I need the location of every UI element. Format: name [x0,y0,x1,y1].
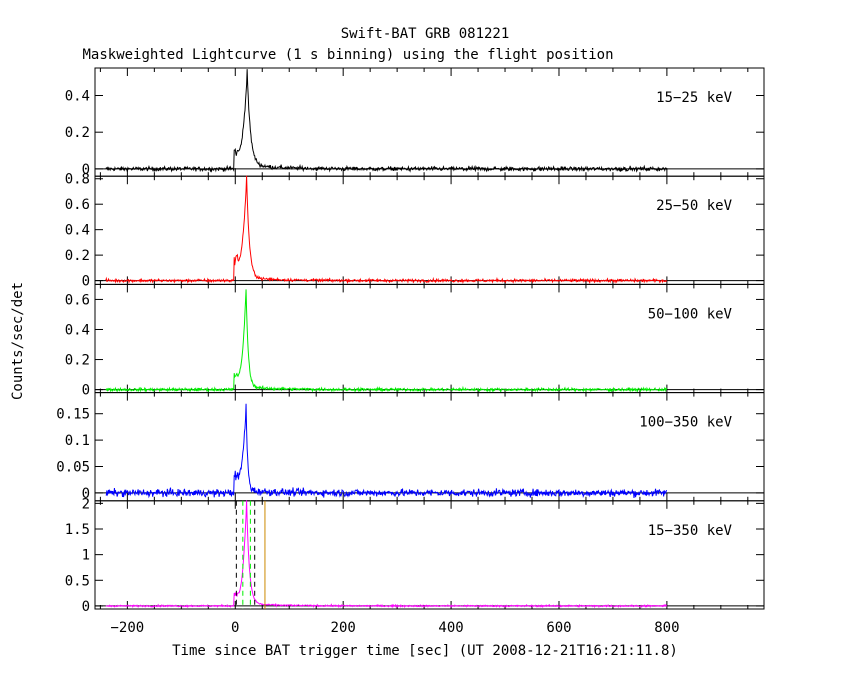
y-tick-label: 0.2 [65,248,90,264]
y-tick-label: 0.4 [65,223,90,239]
y-tick-label: 0.1 [65,433,90,449]
lightcurve-series-3 [105,289,668,394]
panel-frame-2 [94,175,765,285]
panel-frame-1 [94,67,765,177]
y-tick-label: 0.15 [56,407,90,423]
panel-label: 15−25 keV [656,90,732,106]
lightcurve-series-4 [105,403,668,499]
y-tick-label: 0.4 [65,89,90,105]
y-tick-label: 0 [82,274,90,290]
x-tick-label: 800 [654,620,679,636]
panel-frame-4 [94,392,765,502]
y-tick-label: 0.5 [65,573,90,589]
chart-title: Swift-BAT GRB 081221 [341,26,510,42]
y-axis-label: Counts/sec/det [10,282,26,400]
y-tick-label: 0.2 [65,353,90,369]
lightcurve-series-5 [105,500,668,609]
chart-subtitle: Maskweighted Lightcurve (1 s binning) us… [82,47,613,63]
y-tick-label: 2 [82,496,90,512]
y-tick-label: 0 [82,383,90,399]
panel-frame-3 [94,283,765,394]
x-tick-label: 400 [438,620,463,636]
x-tick-label: 600 [546,620,571,636]
panel-label: 50−100 keV [648,306,733,322]
panel-label: 15−350 keV [648,523,733,539]
lightcurve-series-2 [105,175,668,285]
y-tick-label: 0.05 [56,459,90,475]
x-tick-label: −200 [111,620,145,636]
y-tick-label: 1 [82,548,90,564]
panel-label: 25−50 keV [656,198,732,214]
y-tick-label: 1.5 [65,522,90,538]
lightcurve-series-1 [105,69,668,173]
panel-label: 100−350 keV [639,415,732,431]
panel-frame-5 [94,500,765,610]
x-axis-label: Time since BAT trigger time [sec] (UT 20… [172,643,678,659]
y-tick-label: 0.8 [65,172,90,188]
x-tick-label: 200 [331,620,356,636]
y-tick-label: 0.2 [65,125,90,141]
x-tick-label: 0 [231,620,239,636]
y-tick-label: 0.4 [65,322,90,338]
y-tick-label: 0.6 [65,292,90,308]
y-tick-label: 0 [82,486,90,502]
y-tick-label: 0.6 [65,197,90,213]
y-tick-label: 0 [82,162,90,178]
y-tick-label: 0 [82,599,90,615]
